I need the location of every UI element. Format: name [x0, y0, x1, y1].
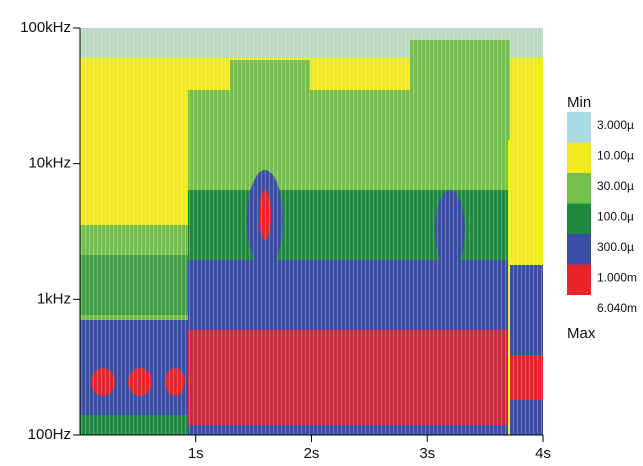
x-tick-label: 3s	[419, 445, 435, 462]
colorbar-label: 1.000m	[597, 271, 637, 285]
colorbar-swatch	[567, 203, 591, 234]
spectrogram-texture	[80, 28, 543, 435]
colorbar-swatch	[567, 264, 591, 295]
colorbar-swatch	[567, 234, 591, 265]
colorbar-label: 6.040m	[597, 301, 637, 315]
colorbar-swatch	[567, 112, 591, 143]
colorbar-label: 100.0µ	[597, 210, 634, 224]
spectrogram	[80, 28, 543, 435]
y-tick-label: 1kHz	[37, 290, 71, 307]
colorbar-bottom-label: Max	[567, 325, 596, 342]
colorbar-swatch	[567, 173, 591, 204]
x-tick-label: 4s	[535, 445, 551, 462]
colorbar-label: 300.0µ	[597, 240, 634, 254]
y-tick-label: 100Hz	[28, 426, 71, 443]
y-tick-label: 10kHz	[28, 155, 71, 172]
x-tick-label: 1s	[188, 445, 204, 462]
colorbar: Min Max 3.000µ 10.00µ 30.00µ 100.0µ 300.0µ 1.…	[567, 94, 637, 342]
colorbar-swatch	[567, 142, 591, 173]
colorbar-label: 3.000µ	[597, 118, 634, 132]
colorbar-label: 10.00µ	[597, 149, 634, 163]
y-tick-label: 100kHz	[20, 19, 71, 36]
colorbar-top-label: Min	[567, 94, 591, 111]
colorbar-label: 30.00µ	[597, 179, 634, 193]
x-tick-label: 2s	[304, 445, 320, 462]
